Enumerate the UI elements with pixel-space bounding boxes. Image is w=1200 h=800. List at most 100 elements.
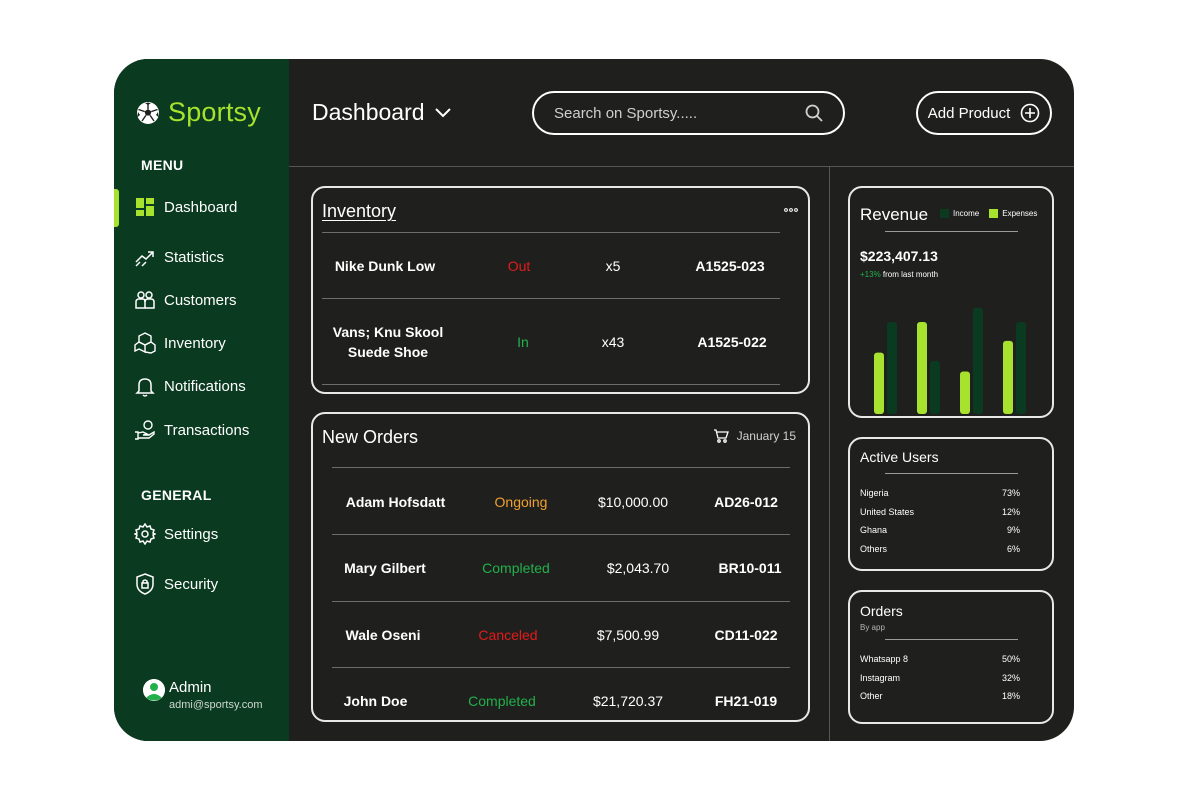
product-name-line1: Vans; Knu Skool	[332, 324, 444, 340]
row-divider	[332, 534, 790, 535]
title-divider	[885, 231, 1018, 232]
search-placeholder: Search on Sportsy.....	[554, 104, 698, 122]
order-status: Canceled	[478, 627, 538, 643]
order-amount: $2,043.70	[606, 560, 670, 576]
country-label: Ghana	[860, 525, 888, 535]
gear-icon	[134, 523, 156, 545]
brand-logo[interactable]: Sportsy	[136, 97, 261, 128]
hand-money-icon	[135, 420, 155, 440]
sidebar-item-notifications[interactable]: Notifications	[134, 374, 246, 398]
list-item: Nigeria 73%	[860, 488, 1020, 498]
order-code: CD11-022	[714, 627, 778, 643]
more-options-icon[interactable]	[784, 208, 798, 212]
column-divider	[829, 166, 830, 741]
bell-icon	[135, 378, 155, 397]
stock-status: In	[517, 334, 529, 350]
list-item: Whatsapp 8 50%	[860, 654, 1020, 664]
order-amount: $10,000.00	[597, 494, 669, 510]
admin-profile[interactable]: Admin admi@sportsy.com	[143, 679, 262, 711]
app-label: Instagram	[860, 673, 901, 683]
sidebar-item-statistics[interactable]: Statistics	[134, 245, 224, 269]
legend-label-income: Income	[953, 209, 980, 218]
sidebar-item-inventory[interactable]: Inventory	[134, 331, 226, 355]
orders-by-app-title: Orders	[860, 603, 903, 619]
active-users-title: Active Users	[860, 449, 939, 465]
orders-by-app-subtitle: By app	[860, 623, 885, 632]
orders-date-label: January 15	[736, 429, 796, 443]
order-status: Completed	[482, 560, 550, 576]
list-item: Instagram 32%	[860, 673, 1020, 683]
sidebar-item-settings[interactable]: Settings	[134, 522, 218, 546]
sidebar-item-transactions[interactable]: Transactions	[134, 418, 249, 442]
bar-income	[1016, 321, 1026, 414]
country-value: 12%	[1001, 507, 1020, 517]
app-value: 50%	[1001, 654, 1020, 664]
quantity: x5	[605, 258, 621, 274]
order-code: AD26-012	[714, 494, 778, 510]
sidebar-item-label: Security	[164, 575, 219, 593]
country-label: Nigeria	[860, 488, 889, 498]
order-code: BR10-011	[718, 560, 782, 576]
app-value: 18%	[1001, 691, 1020, 701]
sidebar-item-dashboard[interactable]: Dashboard	[134, 195, 237, 219]
header-divider	[289, 166, 1074, 167]
cart-icon	[713, 429, 729, 443]
add-product-label: Add Product	[927, 104, 1011, 122]
admin-email: admi@sportsy.com	[169, 699, 263, 711]
stock-status: Out	[507, 258, 531, 274]
order-amount: $7,500.99	[596, 627, 660, 643]
revenue-change-text: from last month	[882, 270, 939, 279]
order-status: Completed	[468, 693, 536, 709]
row-divider	[332, 467, 790, 468]
search-icon[interactable]	[805, 104, 823, 122]
search-input[interactable]: Search on Sportsy.....	[532, 91, 845, 135]
boxes-icon	[134, 332, 156, 354]
legend-swatch-expenses	[989, 209, 999, 218]
sidebar-item-label: Inventory	[164, 334, 226, 352]
general-section-label: GENERAL	[141, 487, 212, 503]
brand-name: Sportsy	[168, 97, 261, 127]
bar-income	[887, 321, 897, 414]
sidebar-item-label: Customers	[164, 291, 237, 309]
product-code: A1525-023	[695, 258, 765, 274]
orders-date[interactable]: January 15	[713, 429, 796, 443]
bar-expenses	[917, 321, 927, 414]
app-value: 32%	[1001, 673, 1020, 683]
country-value: 9%	[1006, 525, 1020, 535]
product-name: Nike Dunk Low	[334, 258, 436, 274]
list-item: Other 18%	[860, 691, 1020, 701]
row-divider	[322, 298, 780, 299]
legend-swatch-income	[940, 209, 949, 218]
admin-name: Admin	[169, 679, 212, 696]
country-label: United States	[860, 507, 915, 517]
customer-name: Mary Gilbert	[344, 560, 426, 576]
revenue-title: Revenue	[860, 205, 929, 224]
chevron-down-icon	[434, 107, 451, 117]
app-label: Other	[860, 691, 883, 701]
country-label: Others	[860, 544, 888, 554]
customer-name: John Doe	[343, 693, 408, 709]
list-item: Others 6%	[860, 544, 1020, 554]
new-orders-card: New Orders January 15 Adam Hofsdatt Ongo…	[311, 412, 810, 722]
inventory-title[interactable]: Inventory	[322, 201, 397, 221]
country-value: 73%	[1001, 488, 1020, 498]
sidebar-item-label: Dashboard	[164, 198, 238, 216]
active-indicator	[114, 189, 119, 227]
add-product-button[interactable]: Add Product	[916, 91, 1052, 135]
list-item: Ghana 9%	[860, 525, 1020, 535]
order-amount: $21,720.37	[592, 693, 664, 709]
row-divider	[332, 667, 790, 668]
sidebar-item-label: Notifications	[164, 377, 246, 395]
quantity: x43	[601, 334, 625, 350]
sidebar-item-label: Transactions	[164, 421, 250, 439]
page-title-dropdown[interactable]: Dashboard	[312, 99, 451, 126]
title-divider	[885, 639, 1018, 640]
sidebar-item-security[interactable]: Security	[134, 572, 218, 596]
dashboard-grid-icon	[136, 198, 154, 216]
app-label: Whatsapp 8	[860, 654, 909, 664]
order-code: FH21-019	[714, 693, 778, 709]
trend-chart-icon	[135, 251, 154, 267]
shield-lock-icon	[136, 573, 154, 595]
product-name-line2: Suede Shoe	[347, 344, 429, 360]
sidebar-item-customers[interactable]: Customers	[134, 288, 237, 312]
